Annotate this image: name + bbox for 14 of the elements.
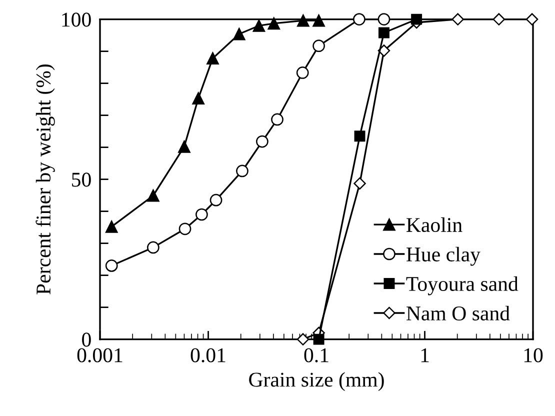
legend-label: Toyoura sand (406, 276, 518, 296)
y-tick-label: 100 (62, 12, 91, 27)
y-tick-label: 0 (82, 332, 91, 347)
legend-label: Hue clay (406, 246, 480, 266)
legend-label: Kaolin (406, 217, 462, 232)
x-axis-title: Grain size (mm) (249, 372, 384, 391)
x-tick-label: 1 (421, 348, 429, 362)
x-tick-label: 0.1 (304, 348, 328, 362)
x-tick-label: 10 (524, 348, 543, 362)
legend-label: Nam O sand (406, 306, 510, 320)
y-axis-title: Percent finer by weight (%) (36, 64, 55, 294)
x-tick-label: 0.001 (77, 348, 122, 362)
y-tick-label: 50 (72, 172, 91, 187)
x-tick-label: 0.01 (190, 348, 226, 362)
